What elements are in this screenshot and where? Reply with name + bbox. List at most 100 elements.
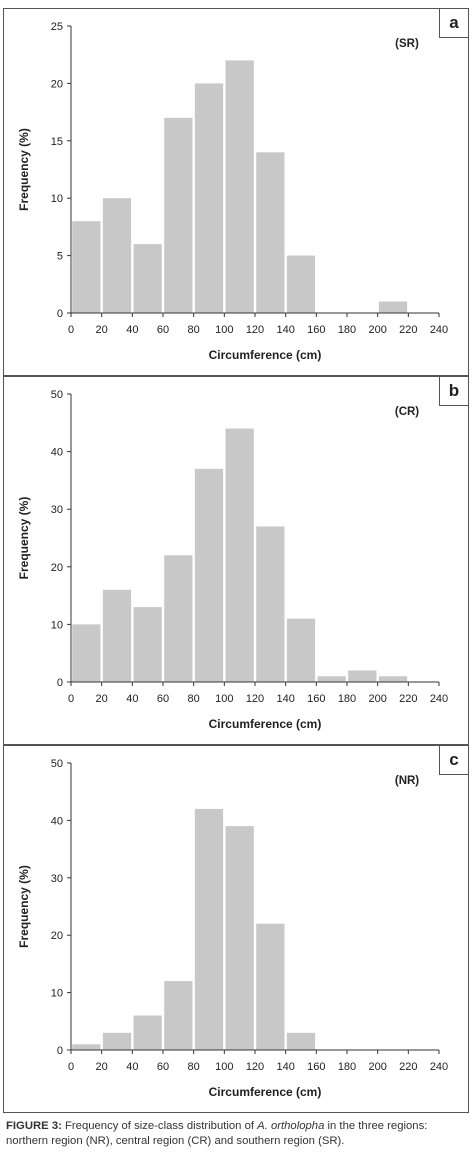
y-axis-title: Frequency (%)	[17, 128, 31, 211]
panel-letter-c: c	[439, 746, 468, 775]
bar-0-20	[72, 1044, 101, 1050]
x-tick-label: 100	[215, 1061, 233, 1073]
bar-40-60	[133, 244, 162, 313]
chart-svg-a: 0 5 10 15 20 25 0 20 40 60 80 100 120 140 160 180 200 220…	[17, 21, 448, 362]
bar-140-160	[286, 1032, 316, 1050]
x-tick-label: 0	[68, 324, 74, 336]
x-tick-label: 0	[68, 693, 74, 705]
bar-120-140	[256, 152, 285, 313]
bar-100-120	[225, 60, 254, 313]
bar-80-100	[194, 808, 224, 1050]
bar-100-120	[225, 428, 254, 682]
x-tick-label: 20	[96, 1061, 108, 1073]
bar-60-80	[164, 555, 193, 682]
x-tick-label: 40	[126, 1061, 138, 1073]
x-tick-label: 60	[157, 1061, 169, 1073]
y-tick-label: 25	[51, 21, 63, 33]
bar-40-60	[133, 607, 162, 682]
bar-120-140	[256, 923, 285, 1050]
bar-180-200	[348, 670, 377, 682]
bar-160-180	[317, 676, 346, 682]
x-tick-label: 200	[368, 693, 386, 705]
x-tick-label: 80	[188, 324, 200, 336]
x-tick-label: 180	[338, 1061, 356, 1073]
y-tick-label: 30	[51, 873, 63, 885]
bar-0-20	[72, 221, 101, 313]
x-tick-label: 80	[188, 1061, 200, 1073]
y-tick-label: 10	[51, 619, 63, 631]
x-tick-label: 80	[188, 693, 200, 705]
x-tick-label: 140	[276, 324, 294, 336]
figure-caption: FIGURE 3: Frequency of size-class distri…	[6, 1119, 468, 1149]
bar-20-40	[102, 1032, 132, 1050]
x-tick-label: 40	[126, 324, 138, 336]
x-tick-label: 160	[307, 693, 325, 705]
chart-panel-c: 0 10 20 30 40 50 0 20 40 60 80 100 120 140 160 180 200 22…	[3, 745, 469, 1113]
bar-100-120	[225, 826, 254, 1050]
bar-200-220	[378, 676, 408, 682]
chart-panel-a: 0 5 10 15 20 25 0 20 40 60 80 100 120 140 160 180 200 220…	[3, 8, 469, 376]
bar-200-220	[378, 301, 408, 313]
y-axis-title: Frequency (%)	[17, 497, 31, 580]
chart-svg-c: 0 10 20 30 40 50 0 20 40 60 80 100 120 140 160 180 200 22…	[17, 758, 448, 1099]
panel-letter-a: a	[439, 9, 468, 38]
x-tick-label: 140	[276, 693, 294, 705]
x-tick-label: 20	[96, 693, 108, 705]
x-tick-label: 240	[430, 324, 448, 336]
bar-140-160	[286, 618, 316, 682]
bar-80-100	[194, 468, 224, 682]
y-tick-label: 5	[57, 251, 63, 263]
y-tick-label: 50	[51, 758, 63, 770]
bar-140-160	[286, 255, 316, 313]
region-label: (NR)	[395, 775, 419, 787]
caption-label: FIGURE 3:	[6, 1120, 62, 1132]
bar-40-60	[133, 1015, 162, 1050]
y-tick-label: 20	[51, 562, 63, 574]
x-tick-label: 100	[215, 324, 233, 336]
x-tick-label: 60	[157, 693, 169, 705]
panel-letter-b: b	[439, 377, 468, 406]
x-tick-label: 180	[338, 693, 356, 705]
bar-0-20	[72, 624, 101, 682]
x-axis-title: Circumference (cm)	[209, 717, 322, 731]
y-tick-label: 15	[51, 136, 63, 148]
y-tick-label: 40	[51, 815, 63, 827]
y-tick-label: 10	[51, 988, 63, 1000]
x-tick-label: 180	[338, 324, 356, 336]
x-tick-label: 60	[157, 324, 169, 336]
x-tick-label: 160	[307, 324, 325, 336]
bar-120-140	[256, 526, 285, 682]
x-tick-label: 160	[307, 1061, 325, 1073]
x-tick-label: 220	[399, 693, 417, 705]
y-tick-label: 0	[57, 1045, 63, 1057]
x-tick-label: 100	[215, 693, 233, 705]
x-tick-label: 0	[68, 1061, 74, 1073]
x-tick-label: 120	[246, 324, 264, 336]
x-tick-label: 240	[430, 1061, 448, 1073]
y-tick-label: 10	[51, 193, 63, 205]
y-tick-label: 50	[51, 389, 63, 401]
bar-80-100	[194, 83, 224, 314]
x-tick-label: 220	[399, 324, 417, 336]
x-tick-label: 240	[430, 693, 448, 705]
y-tick-label: 20	[51, 78, 63, 90]
x-tick-label: 40	[126, 693, 138, 705]
caption-species: A. ortholopha	[257, 1120, 325, 1132]
caption-text-1: Frequency of size-class distribution of	[61, 1120, 258, 1132]
x-tick-label: 220	[399, 1061, 417, 1073]
x-tick-label: 120	[246, 693, 264, 705]
region-label: (SR)	[395, 38, 419, 50]
bar-60-80	[164, 981, 193, 1050]
y-tick-label: 30	[51, 504, 63, 516]
region-label: (CR)	[395, 406, 419, 418]
chart-panel-b: 0 10 20 30 40 50 0 20 40 60 80 100 120 140 160 180 200 22…	[3, 376, 469, 745]
y-tick-label: 40	[51, 447, 63, 459]
x-tick-label: 120	[246, 1061, 264, 1073]
x-axis-title: Circumference (cm)	[209, 348, 322, 362]
x-tick-label: 140	[276, 1061, 294, 1073]
y-tick-label: 20	[51, 930, 63, 942]
x-tick-label: 200	[368, 1061, 386, 1073]
bar-20-40	[102, 198, 132, 313]
x-tick-label: 20	[96, 324, 108, 336]
y-tick-label: 0	[57, 308, 63, 320]
